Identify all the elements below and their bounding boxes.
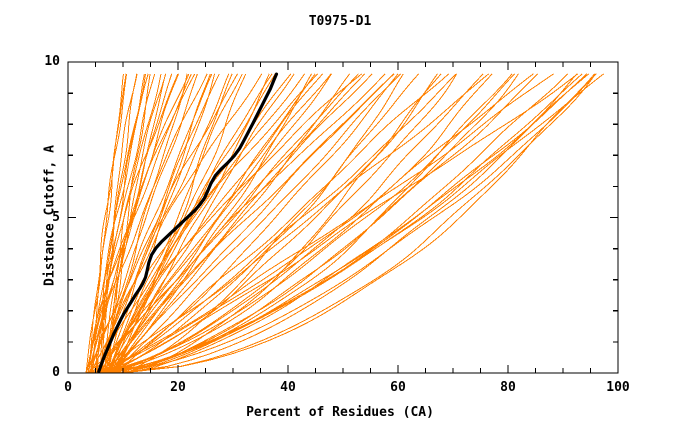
curves-layer <box>85 73 604 374</box>
model-curve <box>89 73 208 374</box>
model-curve <box>122 73 438 374</box>
chart-title: T0975-D1 <box>308 14 372 29</box>
x-tick-label: 80 <box>500 380 516 395</box>
model-curve <box>122 73 596 374</box>
x-tick-label: 0 <box>64 380 72 395</box>
model-curve <box>106 73 313 374</box>
model-curve <box>121 73 538 374</box>
model-curve <box>106 73 395 374</box>
model-curve <box>112 73 401 374</box>
model-curve <box>98 73 263 374</box>
model-curve <box>85 73 128 374</box>
model-curve <box>95 73 192 374</box>
model-curve <box>112 73 395 374</box>
model-curve <box>95 73 554 374</box>
model-curve <box>106 73 332 374</box>
model-curve <box>114 73 450 374</box>
model-curve <box>127 73 590 374</box>
model-curve <box>119 73 404 374</box>
model-curve <box>114 73 373 374</box>
model-curve <box>106 73 273 374</box>
x-tick-label: 60 <box>390 380 406 395</box>
model-curve <box>104 73 457 374</box>
model-curve <box>87 73 316 374</box>
highlight-curve-layer <box>97 72 279 374</box>
model-curve <box>90 73 534 374</box>
model-curve <box>107 73 216 374</box>
model-curve <box>94 73 493 374</box>
highlighted-model-curve <box>97 72 279 374</box>
model-curve <box>99 73 318 374</box>
model-curve <box>92 73 179 374</box>
model-curve <box>110 73 578 374</box>
model-curve <box>87 73 173 374</box>
x-tick-label: 100 <box>606 380 630 395</box>
axis-frame-layer <box>67 61 619 374</box>
model-curve <box>97 73 484 374</box>
model-curve <box>89 73 230 374</box>
model-curve <box>91 73 516 374</box>
model-curve <box>89 73 238 374</box>
model-curve <box>114 73 295 374</box>
model-curve <box>91 73 359 374</box>
model-curve <box>95 73 489 374</box>
model-curve <box>121 73 604 374</box>
y-tick-label: 10 <box>44 54 60 69</box>
model-curve <box>104 73 211 374</box>
y-tick-label: 0 <box>52 365 60 380</box>
model-curve <box>88 73 196 374</box>
x-tick-label: 40 <box>280 380 296 395</box>
model-curve <box>99 73 386 374</box>
model-curve <box>109 73 363 374</box>
model-curve <box>93 73 583 374</box>
model-curve <box>93 73 458 374</box>
model-curve <box>87 73 127 374</box>
model-curve <box>108 73 180 374</box>
y-tick-label: 5 <box>52 209 60 225</box>
model-curve <box>110 73 306 374</box>
model-curve <box>104 73 597 374</box>
x-tick-label: 20 <box>170 380 186 395</box>
x-axis-label: Percent of Residues (CA) <box>246 405 434 420</box>
